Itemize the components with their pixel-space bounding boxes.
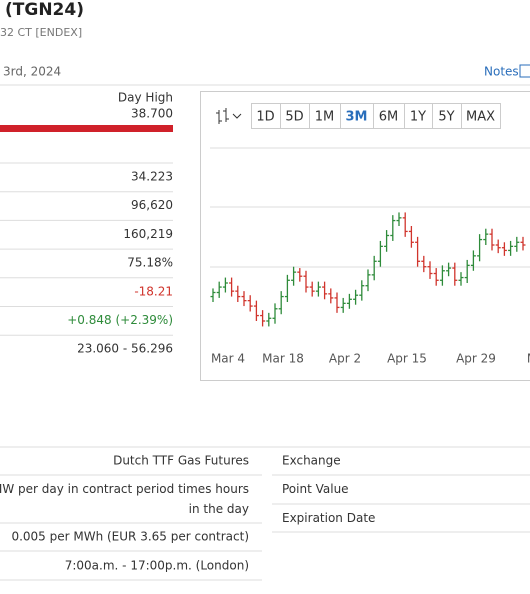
date: 3rd, 2024	[3, 65, 61, 79]
plot	[210, 212, 526, 327]
range-button-label[interactable]: MAX	[466, 110, 495, 125]
x-label: Apr 2	[329, 352, 361, 366]
range-button[interactable]	[340, 103, 374, 129]
stat-value: 75.18%	[127, 256, 173, 270]
notes-link[interactable]: Notes	[484, 65, 519, 79]
stat-value: -18.21	[134, 284, 173, 298]
range-button-label[interactable]: 5D	[285, 110, 303, 125]
range-button-label[interactable]: 1Y	[410, 110, 426, 125]
range-button[interactable]	[432, 103, 462, 129]
x-label: Apr 29	[456, 352, 496, 366]
stat-value: 23.060 - 56.296	[77, 342, 173, 356]
day-high-value: 38.700	[131, 107, 173, 121]
specs-table: Dutch TTF Gas Futures 1 MW per day in con…	[0, 454, 530, 581]
range-button[interactable]	[280, 103, 310, 129]
range-button-label[interactable]: 6M	[379, 110, 399, 125]
stat-value: +0.848 (+2.39%)	[67, 313, 173, 327]
stat-value: 160,219	[123, 227, 173, 241]
spec-label: Point Value	[282, 482, 349, 496]
subtitle: 32 CT [ENDEX]	[0, 26, 82, 39]
x-label: Apr 15	[387, 352, 427, 366]
day-high-label: Day High	[118, 91, 173, 105]
range-buttons: 1D 5D 1M 3M 6M 1Y 5Y MAX	[251, 103, 501, 129]
x-label: M	[527, 352, 530, 366]
spec-label: Exchange	[282, 454, 341, 468]
x-label: Mar 18	[262, 352, 304, 366]
range-button[interactable]	[404, 103, 433, 129]
chevron[interactable]	[232, 113, 242, 119]
chart-type-icon[interactable]	[216, 108, 242, 124]
range-button-label[interactable]: 5Y	[438, 110, 454, 125]
ohlc-icon[interactable]	[216, 108, 229, 124]
x-labels: Mar 4 Mar 18 Apr 2 Apr 15 Apr 29 M	[211, 352, 530, 366]
notes-icon[interactable]	[519, 64, 530, 78]
chart-box	[200, 91, 530, 381]
spec-label: Expiration Date	[282, 511, 375, 525]
range-button[interactable]	[461, 103, 501, 129]
spec-value: Dutch TTF Gas Futures	[113, 454, 249, 468]
range-button[interactable]	[373, 103, 405, 129]
range-button-label[interactable]: 1D	[256, 110, 274, 125]
stats-rows: 34.223 96,620 160,219 75.18% -18.21 +0.848 (+…	[0, 162, 173, 356]
range-button[interactable]	[251, 103, 281, 129]
title: (TGN24)	[5, 0, 84, 20]
stat-value: 96,620	[131, 198, 173, 212]
spec-value: 0.005 per MWh (EUR 3.65 per contract)	[11, 530, 249, 544]
range-button-label[interactable]: 3M	[346, 110, 368, 125]
range-bar	[0, 125, 173, 132]
spec-value: 7:00a.m. - 17:00p.m. (London)	[65, 559, 249, 573]
x-label: Mar 4	[211, 352, 245, 366]
stat-value: 34.223	[131, 170, 173, 184]
spec-value: 1 MW per day in contract period times ho…	[0, 482, 249, 516]
range-button-label[interactable]: 1M	[315, 110, 335, 125]
